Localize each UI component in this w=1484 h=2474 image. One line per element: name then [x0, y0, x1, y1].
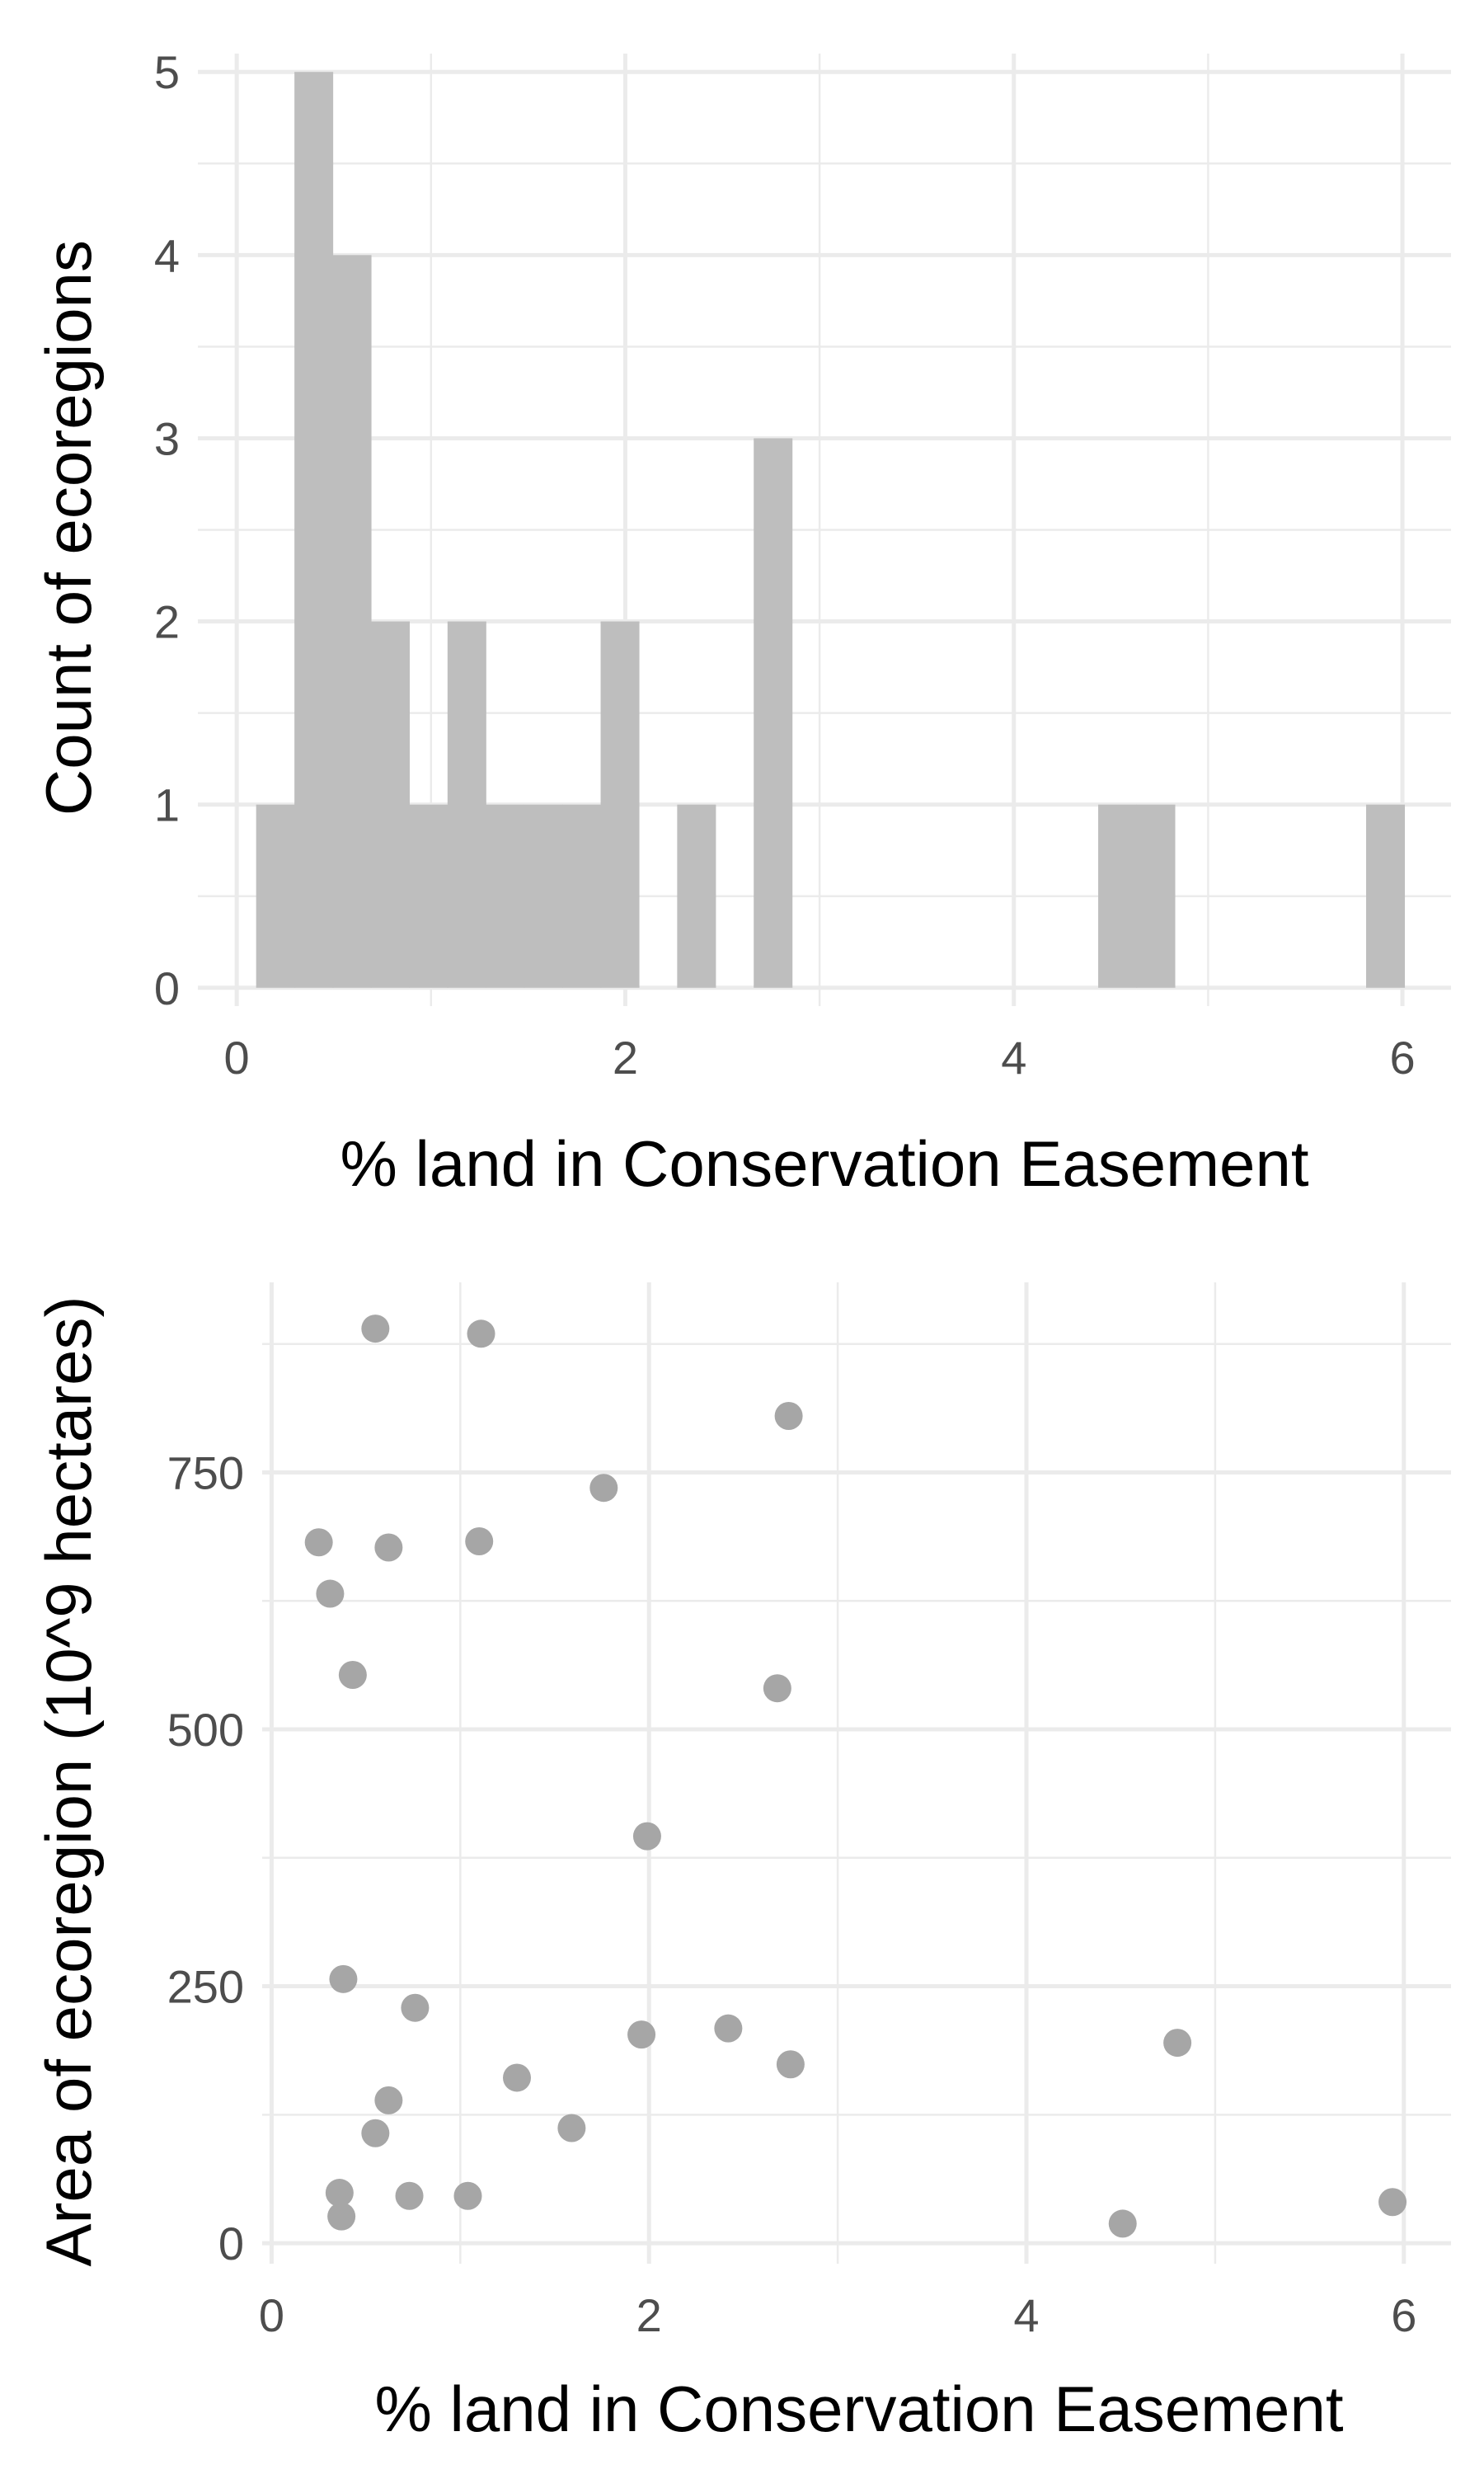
y-tick-label: 4: [154, 229, 180, 281]
histogram-y-axis-title: Count of ecoregions: [32, 240, 105, 816]
histogram-x-axis-title: % land in Conservation Easement: [340, 1127, 1309, 1200]
scatter-point: [395, 2181, 424, 2210]
scatter-point: [374, 1533, 403, 1562]
scatter-panel: 0 2 4 6 0 250 500 750 % land in Conservation E…: [32, 1282, 1451, 2445]
y-tick-label: 250: [167, 1961, 244, 2013]
scatter-points: [304, 1315, 1407, 2238]
scatter-point: [361, 2119, 390, 2147]
histogram-bar: [1136, 804, 1176, 988]
scatter-point: [714, 2014, 743, 2043]
x-tick-label: 6: [1390, 1032, 1416, 1084]
scatter-point: [316, 1579, 345, 1608]
x-tick-label: 0: [224, 1032, 250, 1084]
histogram-bar: [524, 804, 563, 988]
scatter-point: [327, 2202, 356, 2231]
scatter-point: [1163, 2029, 1192, 2058]
x-tick-label: 2: [636, 2289, 662, 2341]
histogram-x-ticks: 0 2 4 6: [224, 1032, 1416, 1084]
histogram-bar: [677, 804, 716, 988]
y-tick-label: 750: [167, 1447, 244, 1499]
scatter-x-ticks: 0 2 4 6: [259, 2289, 1416, 2341]
scatter-point: [401, 1993, 430, 2022]
scatter-y-ticks: 0 250 500 750: [167, 1447, 244, 2270]
histogram-bar: [1098, 804, 1138, 988]
scatter-point: [589, 1474, 618, 1503]
y-tick-label: 5: [154, 46, 180, 98]
x-tick-label: 0: [259, 2289, 284, 2341]
scatter-point: [774, 1401, 803, 1430]
scatter-point: [763, 1674, 791, 1703]
y-tick-label: 500: [167, 1704, 244, 1756]
x-tick-label: 4: [1001, 1032, 1026, 1084]
histogram-bar: [256, 804, 295, 988]
scatter-point: [467, 1319, 495, 1348]
scatter-y-axis-title: Area of ecoregion (10^9 hectares): [32, 1296, 105, 2267]
x-tick-label: 4: [1013, 2289, 1039, 2341]
scatter-point: [1108, 2209, 1137, 2238]
histogram-bar: [294, 72, 334, 988]
y-tick-label: 3: [154, 412, 180, 464]
y-tick-label: 1: [154, 779, 180, 831]
y-tick-label: 0: [218, 2218, 244, 2269]
scatter-point: [453, 2181, 482, 2210]
x-tick-label: 2: [613, 1032, 638, 1084]
histogram-y-ticks: 0 1 2 3 4 5: [154, 46, 180, 1014]
histogram-bar: [600, 621, 640, 988]
histogram-bar: [562, 804, 602, 988]
scatter-point: [304, 1528, 333, 1557]
histogram-panel: 0 2 4 6 0 1 2 3 4 5 % land in Conservation Easem…: [32, 46, 1451, 1200]
scatter-point: [361, 1315, 390, 1343]
histogram-grid: [198, 54, 1451, 1006]
scatter-point: [374, 2086, 403, 2114]
scatter-grid: [262, 1282, 1451, 2264]
y-tick-label: 2: [154, 596, 180, 648]
histogram-bars: [256, 72, 1406, 988]
scatter-point: [627, 2020, 656, 2049]
histogram-bar: [409, 804, 448, 988]
scatter-point: [1378, 2188, 1407, 2217]
y-tick-label: 0: [154, 962, 180, 1014]
scatter-point: [557, 2114, 586, 2142]
x-tick-label: 6: [1391, 2289, 1416, 2341]
scatter-point: [338, 1661, 367, 1689]
scatter-x-axis-title: % land in Conservation Easement: [375, 2373, 1344, 2445]
histogram-bar: [486, 804, 525, 988]
scatter-point: [503, 2063, 531, 2092]
scatter-point: [776, 2050, 805, 2079]
histogram-bar: [447, 621, 486, 988]
histogram-bar: [1366, 804, 1406, 988]
histogram-bar: [332, 255, 372, 988]
scatter-point: [632, 1822, 661, 1851]
histogram-bar: [754, 438, 793, 988]
scatter-point: [329, 1964, 358, 1993]
scatter-point: [465, 1527, 494, 1556]
scatter-point: [325, 2179, 354, 2208]
histogram-bar: [370, 621, 410, 988]
